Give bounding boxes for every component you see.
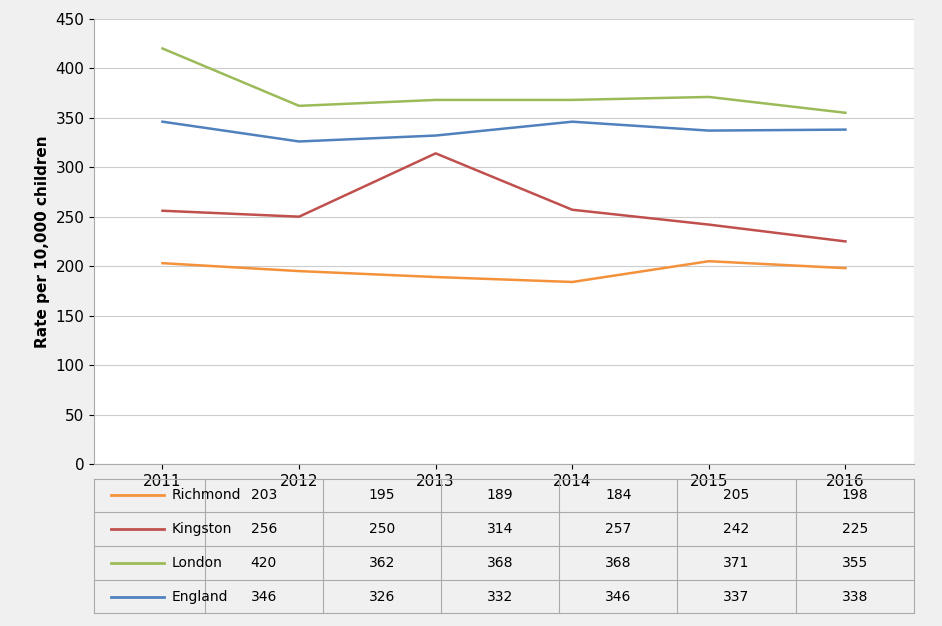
Text: 346: 346 (251, 590, 277, 603)
Text: London: London (172, 556, 223, 570)
Text: 205: 205 (723, 488, 750, 503)
Text: 198: 198 (841, 488, 868, 503)
Text: 256: 256 (251, 522, 277, 536)
Text: 362: 362 (369, 556, 396, 570)
Text: 242: 242 (723, 522, 750, 536)
Text: 225: 225 (841, 522, 868, 536)
Text: 332: 332 (487, 590, 513, 603)
Text: 189: 189 (487, 488, 513, 503)
Text: 326: 326 (369, 590, 396, 603)
Text: 250: 250 (369, 522, 396, 536)
Text: 371: 371 (723, 556, 750, 570)
Text: 195: 195 (369, 488, 396, 503)
Y-axis label: Rate per 10,000 children: Rate per 10,000 children (35, 135, 50, 347)
Text: 368: 368 (605, 556, 632, 570)
Text: 420: 420 (251, 556, 277, 570)
Text: 314: 314 (487, 522, 513, 536)
Text: 338: 338 (841, 590, 868, 603)
Text: 355: 355 (841, 556, 868, 570)
Text: 184: 184 (605, 488, 632, 503)
Text: Kingston: Kingston (172, 522, 233, 536)
Text: 257: 257 (606, 522, 631, 536)
Text: Richmond: Richmond (172, 488, 241, 503)
Text: 368: 368 (487, 556, 513, 570)
Text: England: England (172, 590, 229, 603)
Text: 346: 346 (605, 590, 631, 603)
Text: 203: 203 (251, 488, 277, 503)
Text: 337: 337 (723, 590, 750, 603)
